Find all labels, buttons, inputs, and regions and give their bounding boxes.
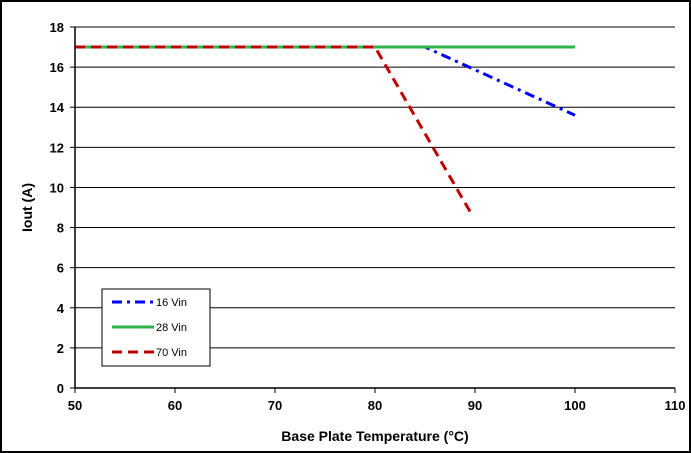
x-tick-label: 70 xyxy=(268,398,282,413)
legend-label: 16 Vin xyxy=(156,297,187,309)
y-tick-label: 10 xyxy=(50,180,64,195)
y-tick-label: 8 xyxy=(57,221,64,236)
y-tick-label: 0 xyxy=(57,381,64,396)
x-tick-label: 90 xyxy=(468,398,482,413)
x-tick-label: 50 xyxy=(68,398,82,413)
y-tick-label: 16 xyxy=(50,60,64,75)
x-axis-title: Base Plate Temperature (°C) xyxy=(281,428,468,444)
y-tick-label: 18 xyxy=(50,20,64,35)
legend-label: 28 Vin xyxy=(156,322,187,334)
x-tick-label: 100 xyxy=(564,398,586,413)
series-line xyxy=(75,45,472,213)
x-tick-label: 80 xyxy=(368,398,382,413)
y-tick-label: 4 xyxy=(57,301,65,316)
x-tick-label: 60 xyxy=(168,398,182,413)
y-tick-label: 12 xyxy=(50,140,64,155)
tick-labels: 50 60 70 80 90 100 110 0 2 4 6 8 10 12 14 16 18 xyxy=(50,20,686,413)
x-tick-label: 110 xyxy=(665,398,686,413)
y-tick-label: 6 xyxy=(57,261,64,276)
y-tick-label: 14 xyxy=(50,100,65,115)
legend-label: 70 Vin xyxy=(156,347,187,359)
legend: 16 Vin 28 Vin 70 Vin xyxy=(101,288,211,367)
series-layer xyxy=(75,45,576,213)
axes xyxy=(70,26,676,393)
y-tick-label: 2 xyxy=(57,341,64,356)
y-axis-title: Iout (A) xyxy=(19,183,35,232)
